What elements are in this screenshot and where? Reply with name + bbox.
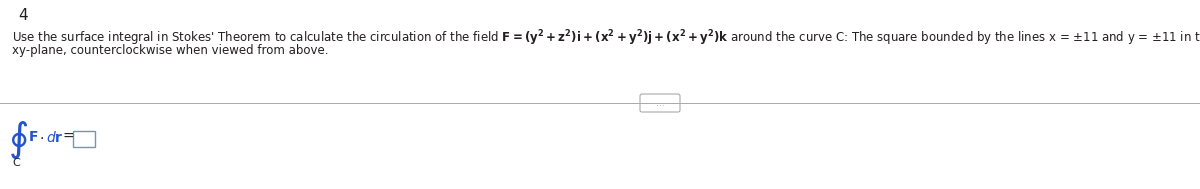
Text: $\oint$: $\oint$ — [8, 119, 28, 161]
Text: xy-plane, counterclockwise when viewed from above.: xy-plane, counterclockwise when viewed f… — [12, 44, 329, 57]
Text: ...: ... — [655, 98, 665, 108]
Text: C: C — [12, 158, 19, 168]
Text: =: = — [62, 130, 73, 144]
FancyBboxPatch shape — [73, 131, 95, 147]
Text: $\cdot$: $\cdot$ — [38, 130, 44, 144]
Text: $\mathbf{F}$: $\mathbf{F}$ — [28, 130, 38, 144]
FancyBboxPatch shape — [640, 94, 680, 112]
Text: Use the surface integral in Stokes' Theorem to calculate the circulation of the : Use the surface integral in Stokes' Theo… — [12, 28, 1200, 48]
Text: $d\mathbf{r}$: $d\mathbf{r}$ — [46, 129, 64, 145]
Text: 4: 4 — [18, 8, 28, 23]
